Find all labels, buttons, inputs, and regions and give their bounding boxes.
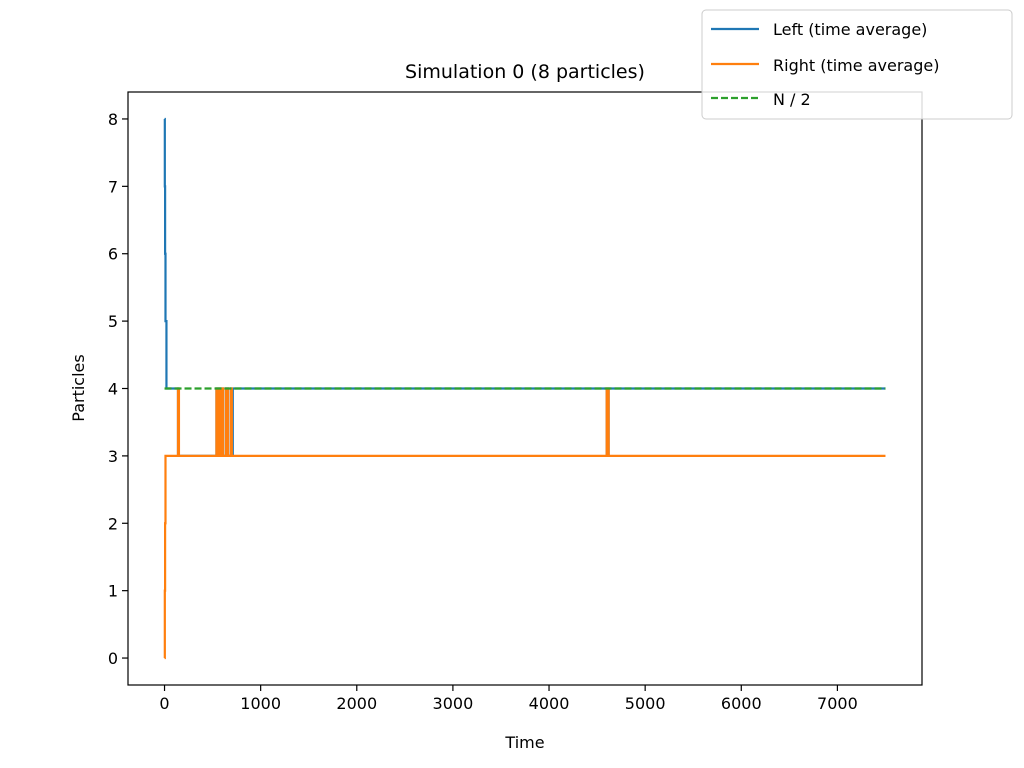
chart-title: Simulation 0 (8 particles)	[405, 61, 645, 83]
x-tick-label: 0	[159, 694, 169, 713]
y-tick-label: 5	[108, 312, 118, 331]
legend-label-half-n: N / 2	[773, 90, 811, 109]
legend-label-right: Right (time average)	[773, 56, 939, 75]
x-tick-label: 6000	[721, 694, 762, 713]
y-axis: 0 1 2 3 4 5 6 7 8	[108, 110, 128, 668]
y-tick-label: 0	[108, 649, 118, 668]
series-right-line	[163, 387, 886, 660]
x-axis-title: Time	[504, 733, 544, 752]
series-layer	[163, 117, 886, 660]
x-tick-label: 5000	[625, 694, 666, 713]
y-axis-title: Particles	[69, 354, 88, 421]
y-tick-label: 8	[108, 110, 118, 129]
y-tick-label: 7	[108, 177, 118, 196]
y-tick-label: 2	[108, 514, 118, 533]
x-tick-label: 3000	[433, 694, 474, 713]
x-tick-label: 4000	[529, 694, 570, 713]
legend: Left (time average) Right (time average)…	[701, 9, 1013, 120]
x-tick-label: 1000	[240, 694, 281, 713]
x-axis: 0 1000 2000 3000 4000 5000 6000 7000	[159, 685, 858, 713]
x-tick-label: 7000	[817, 694, 858, 713]
y-tick-label: 1	[108, 582, 118, 601]
y-tick-label: 4	[108, 380, 118, 399]
y-tick-label: 3	[108, 447, 118, 466]
y-tick-label: 6	[108, 245, 118, 264]
legend-label-left: Left (time average)	[773, 20, 927, 39]
x-tick-label: 2000	[336, 694, 377, 713]
legend-box	[701, 9, 1013, 120]
